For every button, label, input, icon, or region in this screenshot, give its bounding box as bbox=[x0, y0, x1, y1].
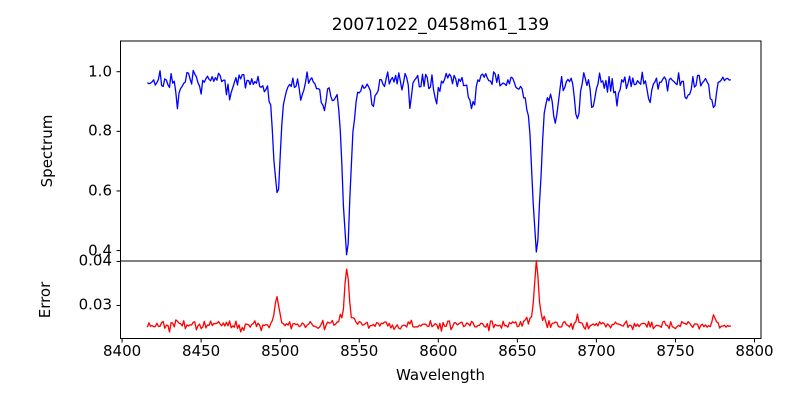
x-tick-label: 8800 bbox=[735, 342, 774, 360]
x-tick-label: 8650 bbox=[498, 342, 537, 360]
x-tick-label: 8600 bbox=[419, 342, 458, 360]
y-tick-label: 0.6 bbox=[88, 181, 112, 200]
x-axis-label: Wavelength bbox=[396, 366, 485, 384]
x-tick-label: 8550 bbox=[340, 342, 379, 360]
x-tick-label: 8700 bbox=[577, 342, 616, 360]
chart-title: 20071022_0458m61_139 bbox=[331, 15, 550, 35]
y-tick-label: 0.8 bbox=[88, 121, 112, 140]
axes-frame bbox=[120, 40, 762, 339]
tick-marks bbox=[116, 71, 756, 343]
y-tick-label: 1.0 bbox=[88, 62, 112, 81]
x-tick-label: 8500 bbox=[261, 342, 300, 360]
x-tick-label: 8750 bbox=[656, 342, 695, 360]
x-tick-label: 8400 bbox=[102, 342, 142, 360]
x-tick-label: 8450 bbox=[182, 342, 221, 360]
y-tick-label: 0.03 bbox=[78, 295, 112, 314]
error-line bbox=[146, 260, 732, 333]
spectrum-line bbox=[147, 69, 731, 256]
y-tick-label: 0.4 bbox=[88, 241, 112, 260]
y-tick-label: 0.04 bbox=[78, 251, 112, 270]
